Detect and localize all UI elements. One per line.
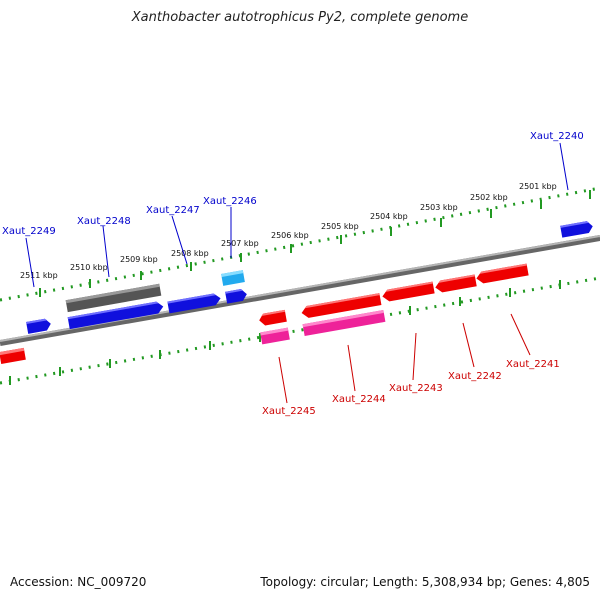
scale-major-ticks [39, 190, 591, 297]
gene-label-xaut-2241[interactable]: Xaut_2241 [506, 359, 560, 370]
gene-label-xaut-2247[interactable]: Xaut_2247 [146, 205, 200, 216]
scale-label: 2510 kbp [70, 263, 108, 272]
reverse-genes [0, 263, 529, 364]
scale-label: 2506 kbp [271, 231, 309, 240]
scale-label: 2502 kbp [470, 193, 508, 202]
scale-label: 2507 kbp [221, 239, 259, 248]
gene-label-xaut-2244[interactable]: Xaut_2244 [332, 394, 386, 405]
scale-labels: 2511 kbp 2510 kbp 2509 kbp 2508 kbp 2507… [20, 182, 557, 280]
scale-label: 2511 kbp [20, 271, 58, 280]
forward-genes [26, 220, 594, 334]
accession-label: Accession: NC_009720 [10, 575, 147, 589]
gene-label-xaut-2240[interactable]: Xaut_2240 [530, 131, 584, 142]
map-title: Xanthobacter autotrophicus Py2, complete… [131, 10, 469, 25]
scale-label: 2504 kbp [370, 212, 408, 221]
gene-arrow-xaut-2241[interactable] [475, 263, 529, 285]
gene-block-xaut-2246-rna[interactable] [221, 270, 245, 286]
reverse-labels: Xaut_2245 Xaut_2244 Xaut_2243 Xaut_2242 … [262, 359, 560, 417]
scale-label: 2505 kbp [321, 222, 359, 231]
gene-arrow-xaut-2243[interactable] [381, 281, 435, 303]
gene-label-xaut-2246[interactable]: Xaut_2246 [203, 196, 257, 207]
genome-summary: Topology: circular; Length: 5,308,934 bp… [260, 575, 590, 589]
scale-track-lower [0, 276, 600, 385]
gene-label-xaut-2243[interactable]: Xaut_2243 [389, 383, 443, 394]
reverse-label-leaders [278, 313, 531, 404]
gene-block-xaut-2244-rna[interactable] [302, 309, 386, 337]
gene-arrow-xaut-2249[interactable] [26, 318, 52, 334]
scale-label: 2501 kbp [519, 182, 557, 191]
gene-arrow-xaut-2246[interactable] [225, 288, 248, 304]
gene-arrow-xaut-2245[interactable] [258, 309, 287, 327]
gene-label-xaut-2249[interactable]: Xaut_2249 [2, 226, 56, 237]
gene-block-left-edge[interactable] [0, 347, 26, 364]
gene-label-xaut-2245[interactable]: Xaut_2245 [262, 406, 316, 417]
gene-arrow-xaut-2242[interactable] [434, 274, 477, 293]
scale-label: 2503 kbp [420, 203, 458, 212]
gene-label-xaut-2242[interactable]: Xaut_2242 [448, 371, 502, 382]
forward-labels: Xaut_2249 Xaut_2248 Xaut_2247 Xaut_2246 … [2, 131, 584, 237]
scale-label: 2508 kbp [171, 249, 209, 258]
gene-block-xaut-2245-rna[interactable] [260, 327, 290, 345]
gene-block-xaut-2248-pseudo[interactable] [65, 283, 162, 313]
gene-label-xaut-2248[interactable]: Xaut_2248 [77, 216, 131, 227]
gene-arrow-xaut-2240[interactable] [560, 220, 594, 238]
gene-arrow-xaut-2248[interactable] [67, 301, 165, 330]
gene-arrow-xaut-2247[interactable] [167, 292, 221, 314]
gene-arrow-xaut-2244[interactable] [301, 293, 382, 319]
scale-label: 2509 kbp [120, 255, 158, 264]
forward-label-leaders [25, 142, 569, 288]
